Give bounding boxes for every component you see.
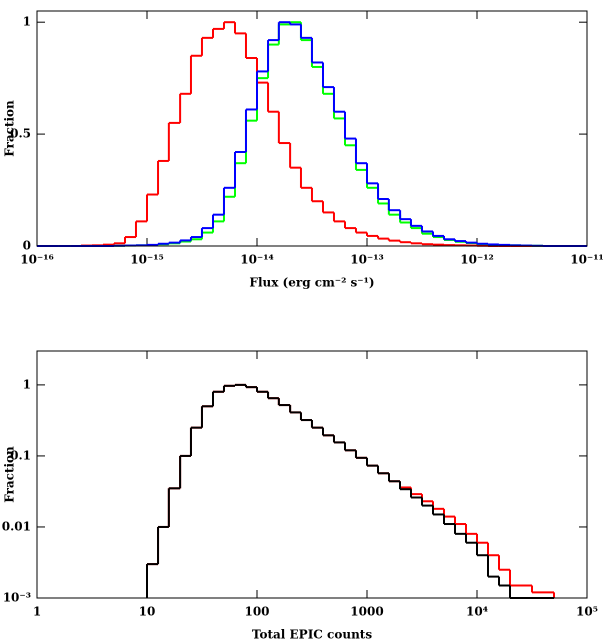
y-tick-label: 0.5 — [10, 127, 31, 141]
y-tick-label: 1 — [23, 15, 31, 29]
y-tick-label: 0 — [23, 239, 31, 253]
y-tick-label: 0.01 — [2, 519, 31, 533]
x-tick-label: 10⁻¹⁶ — [20, 253, 54, 267]
x-tick-label: 100 — [244, 605, 269, 619]
x-tick-label: 10 — [139, 605, 156, 619]
x-tick-label: 1 — [33, 605, 41, 619]
x-tick-label: 10⁻¹³ — [350, 253, 384, 267]
y-axis-label: Fraction — [3, 100, 17, 157]
x-tick-label: 1000 — [350, 605, 383, 619]
x-tick-label: 10⁴ — [466, 605, 488, 619]
y-tick-label: 1 — [23, 377, 31, 391]
plot-frame — [36, 350, 588, 599]
x-axis-label: Flux (erg cm⁻² s⁻¹) — [249, 276, 374, 290]
x-tick-label: 10⁻¹⁵ — [130, 253, 164, 267]
x-tick-label: 10⁻¹² — [460, 253, 494, 267]
x-axis-label: Total EPIC counts — [252, 628, 372, 641]
y-tick-label: 0.1 — [10, 448, 31, 462]
x-tick-label: 10⁵ — [576, 605, 598, 619]
x-tick-label: 10⁻¹⁴ — [240, 253, 274, 267]
plot-frame — [36, 10, 588, 247]
x-tick-label: 10⁻¹¹ — [570, 253, 604, 267]
y-tick-label: 10⁻³ — [3, 591, 31, 605]
y-axis-label: Fraction — [3, 446, 17, 503]
